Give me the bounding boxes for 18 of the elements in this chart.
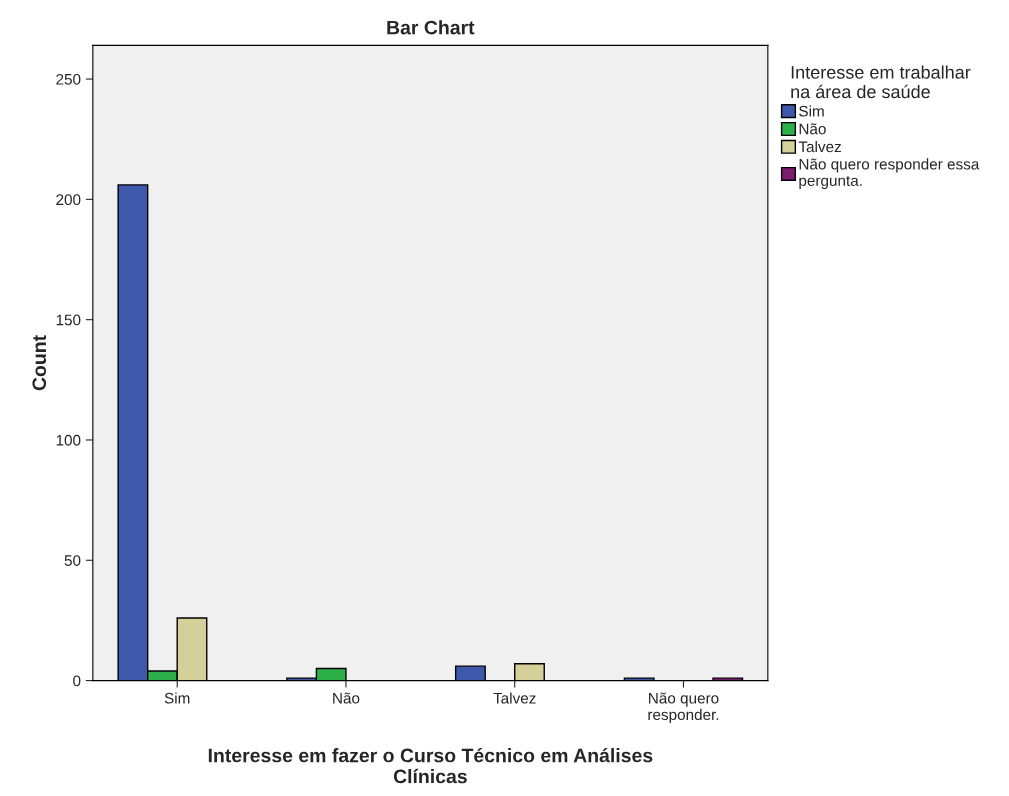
- x-axis-title: Interesse em fazer o Curso Técnico em Análises Clínicas: [208, 747, 653, 784]
- y-tick-label: 50: [64, 555, 81, 566]
- legend-label: Não: [799, 123, 826, 135]
- legend-label: Sim: [799, 105, 824, 117]
- x-tick-label: Não: [333, 692, 360, 704]
- x-tick-label: Talvez: [493, 692, 536, 704]
- x-tick-label: Não quero responder.: [648, 692, 719, 724]
- y-tick-label: 200: [56, 194, 81, 206]
- legend-label: Talvez: [798, 141, 841, 153]
- y-tick-label: 150: [56, 314, 81, 326]
- y-tick-label: 250: [56, 73, 81, 85]
- legend-title: Interesse em trabalhar na área de saúde: [791, 65, 971, 99]
- y-tick-label: 100: [56, 434, 81, 446]
- legend-label: Não quero responder essa pergunta.: [799, 158, 980, 190]
- y-axis-title: Count: [32, 335, 47, 391]
- chart-title: Bar Chart: [387, 20, 475, 35]
- x-tick-label: Sim: [164, 692, 190, 704]
- y-tick-label: 0: [73, 675, 81, 687]
